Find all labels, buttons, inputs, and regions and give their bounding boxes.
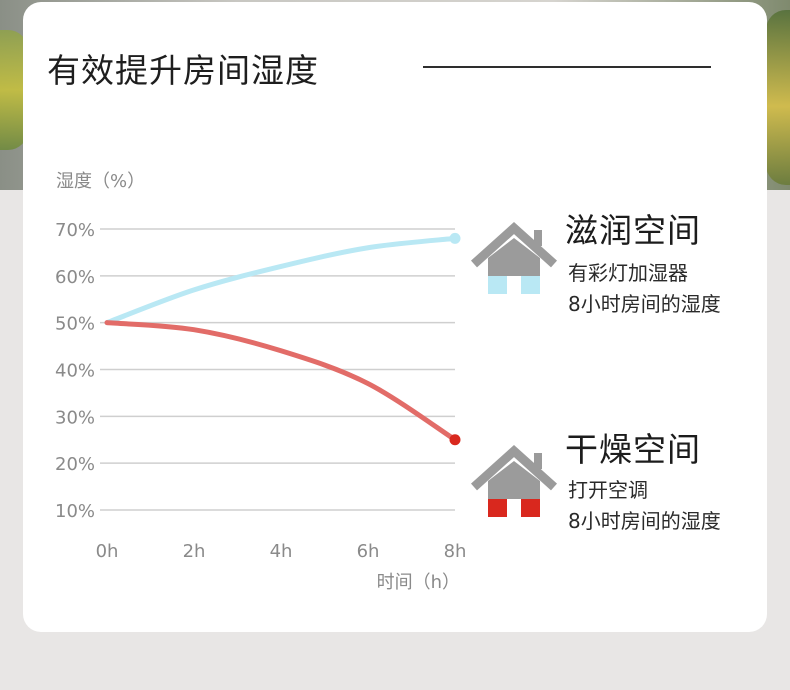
legend-desc-line: 有彩灯加湿器 [568, 261, 688, 285]
legend-desc-dry: 打开空调 8小时房间的湿度 [568, 475, 721, 537]
y-tick-label: 70% [55, 220, 95, 241]
page-title: 有效提升房间湿度 [47, 51, 319, 90]
x-tick-label: 8h [444, 541, 467, 562]
y-tick-label: 10% [55, 501, 95, 522]
y-tick-label: 50% [55, 314, 95, 335]
x-tick-label: 2h [183, 541, 206, 562]
legend-desc-line: 打开空调 [568, 478, 648, 502]
y-tick-label: 20% [55, 454, 95, 475]
house-chimney [534, 230, 542, 246]
house-icon-moist [470, 221, 558, 294]
x-tick-label: 0h [96, 541, 119, 562]
house-chimney [534, 453, 542, 469]
house-roof [470, 221, 558, 268]
title-rule [423, 66, 711, 68]
y-tick-label: 60% [55, 267, 95, 288]
legend-desc-line: 8小时房间的湿度 [568, 509, 721, 533]
series-line-dry [104, 320, 458, 443]
house-door [507, 276, 521, 294]
background-leaf-right [766, 10, 790, 185]
series-line-moist [104, 235, 458, 326]
content-card [23, 2, 767, 632]
x-tick-label: 6h [357, 541, 380, 562]
y-tick-label: 30% [55, 407, 95, 428]
house-wall [488, 461, 540, 499]
x-axis-label: 时间（h） [377, 572, 460, 593]
chart-grid [100, 228, 455, 511]
house-roof [470, 444, 558, 491]
legend-title-dry: 干燥空间 [565, 430, 701, 469]
y-axis-label: 湿度（%） [56, 171, 145, 192]
chart-series [104, 232, 461, 446]
legend-desc-line: 8小时房间的湿度 [568, 292, 721, 316]
legend-icons [470, 221, 558, 517]
house-door [507, 499, 521, 517]
y-tick-label: 40% [55, 361, 95, 382]
legend-desc-moist: 有彩灯加湿器 8小时房间的湿度 [568, 258, 721, 320]
house-wall [488, 238, 540, 276]
legend-title-moist: 滋润空间 [565, 211, 701, 250]
x-tick-label: 4h [270, 541, 293, 562]
house-icon-dry [470, 444, 558, 517]
series-end-marker-moist [449, 232, 461, 244]
chart-labels: 10% 20% 30% 40% 50% 60% 70% 0h 2h 4h 6h 8h 湿度（%） 时间（h… [55, 171, 466, 593]
series-end-marker-dry [449, 434, 461, 446]
